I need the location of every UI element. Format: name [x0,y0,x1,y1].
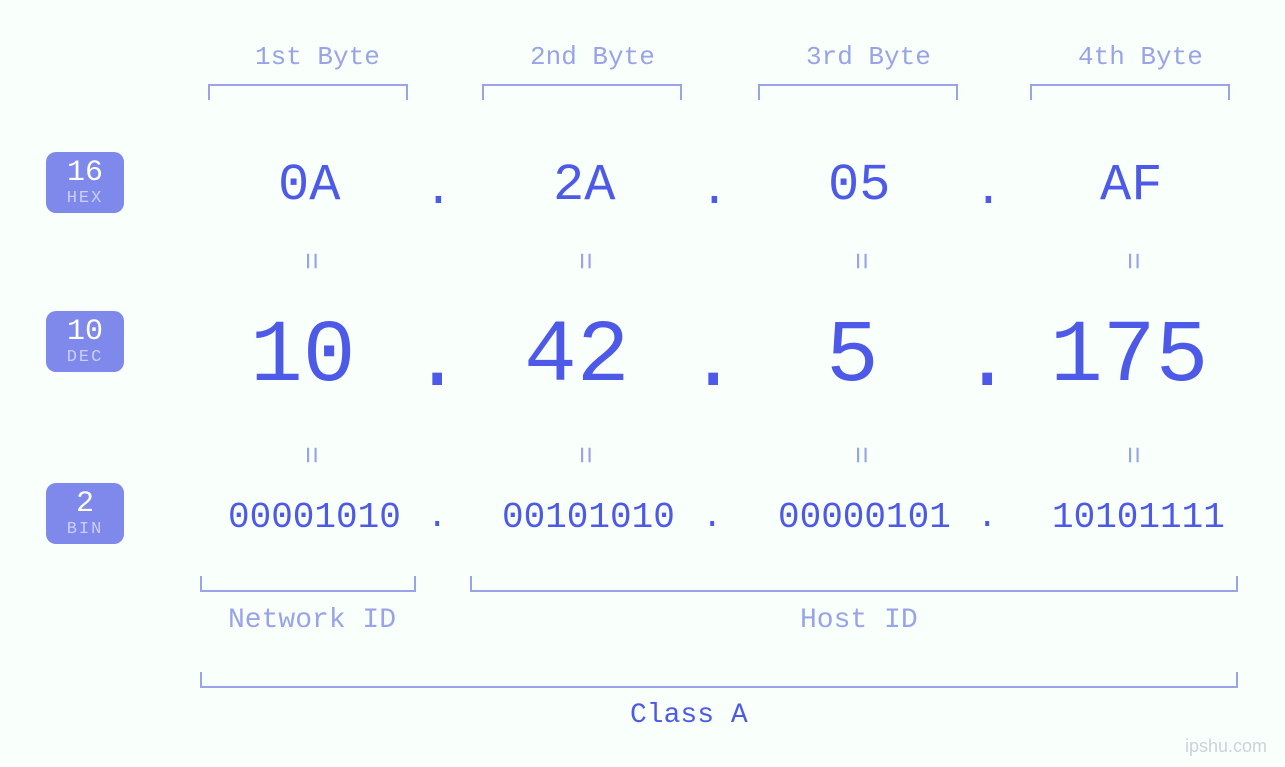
dot-hex-3: . [974,164,1003,218]
badge-bin: 2 BIN [46,483,124,544]
bin-byte-1: 00001010 [228,497,401,538]
badge-dec: 10 DEC [46,311,124,372]
dot-dec-2: . [688,316,738,411]
dot-hex-1: . [424,164,453,218]
dec-byte-1: 10 [250,308,356,407]
badge-hex-num: 16 [46,158,124,190]
dot-dec-1: . [412,316,462,411]
equals-dec-bin-4: = [1114,446,1148,464]
dot-bin-1: . [427,499,447,537]
equals-dec-bin-1: = [292,446,326,464]
badge-dec-num: 10 [46,317,124,349]
badge-hex: 16 HEX [46,152,124,213]
hex-byte-1: 0A [278,156,340,215]
badge-dec-txt: DEC [46,349,124,367]
equals-dec-bin-2: = [566,446,600,464]
hex-byte-2: 2A [553,156,615,215]
equals-hex-dec-3: = [842,252,876,270]
bin-byte-4: 10101111 [1052,497,1225,538]
badge-bin-txt: BIN [46,521,124,539]
bracket-top-1 [208,84,408,100]
byte-label-1: 1st Byte [255,42,380,72]
equals-hex-dec-2: = [566,252,600,270]
byte-label-2: 2nd Byte [530,42,655,72]
hex-byte-3: 05 [828,156,890,215]
hex-byte-4: AF [1100,156,1162,215]
equals-hex-dec-1: = [292,252,326,270]
bracket-class [200,672,1238,688]
dot-bin-2: . [702,499,722,537]
badge-hex-txt: HEX [46,190,124,208]
byte-label-4: 4th Byte [1078,42,1203,72]
bracket-top-4 [1030,84,1230,100]
dot-hex-2: . [700,164,729,218]
bracket-top-3 [758,84,958,100]
badge-bin-num: 2 [46,489,124,521]
dot-dec-3: . [962,316,1012,411]
dot-bin-3: . [977,499,997,537]
equals-hex-dec-4: = [1114,252,1148,270]
watermark: ipshu.com [1185,736,1267,757]
bracket-host-id [470,576,1238,592]
label-class: Class A [630,700,748,731]
bin-byte-3: 00000101 [778,497,951,538]
label-network-id: Network ID [228,605,396,636]
bin-byte-2: 00101010 [502,497,675,538]
equals-dec-bin-3: = [842,446,876,464]
bracket-network-id [200,576,416,592]
bracket-top-2 [482,84,682,100]
dec-byte-2: 42 [524,308,630,407]
dec-byte-4: 175 [1050,308,1208,407]
dec-byte-3: 5 [826,308,879,407]
byte-label-3: 3rd Byte [806,42,931,72]
label-host-id: Host ID [800,605,918,636]
